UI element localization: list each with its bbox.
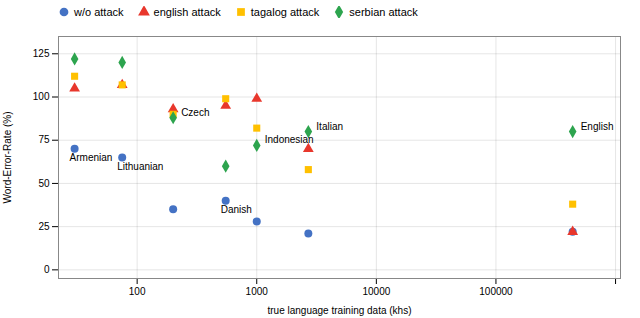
svg-text:10000: 10000	[362, 286, 390, 297]
svg-text:Indonesian: Indonesian	[265, 134, 314, 145]
html-text:english attack: english attack	[153, 6, 221, 18]
html-text:tagalog attack: tagalog attack	[250, 6, 320, 18]
svg-text:Armenian: Armenian	[70, 152, 113, 163]
svg-text:100: 100	[129, 286, 146, 297]
svg-text:Lithuanian: Lithuanian	[117, 161, 163, 172]
svg-text:50: 50	[38, 178, 50, 189]
svg-text:100: 100	[33, 91, 50, 102]
svg-text:1000: 1000	[246, 286, 269, 297]
svg-text:Italian: Italian	[316, 121, 343, 132]
svg-text:English: English	[581, 121, 614, 132]
svg-text:125: 125	[33, 48, 50, 59]
svg-text:Danish: Danish	[221, 204, 252, 215]
svg-text:true language training data (k: true language training data (khs)	[268, 305, 412, 316]
svg-text:25: 25	[38, 221, 50, 232]
svg-text:75: 75	[38, 134, 50, 145]
svg-text:Word-Error-Rate (%): Word-Error-Rate (%)	[2, 111, 13, 203]
html-text:w/o attack: w/o attack	[74, 6, 124, 18]
html-text:serbian attack: serbian attack	[349, 6, 418, 18]
svg-text:Czech: Czech	[181, 107, 209, 118]
svg-text:0: 0	[44, 264, 50, 275]
svg-text:100000: 100000	[479, 286, 513, 297]
